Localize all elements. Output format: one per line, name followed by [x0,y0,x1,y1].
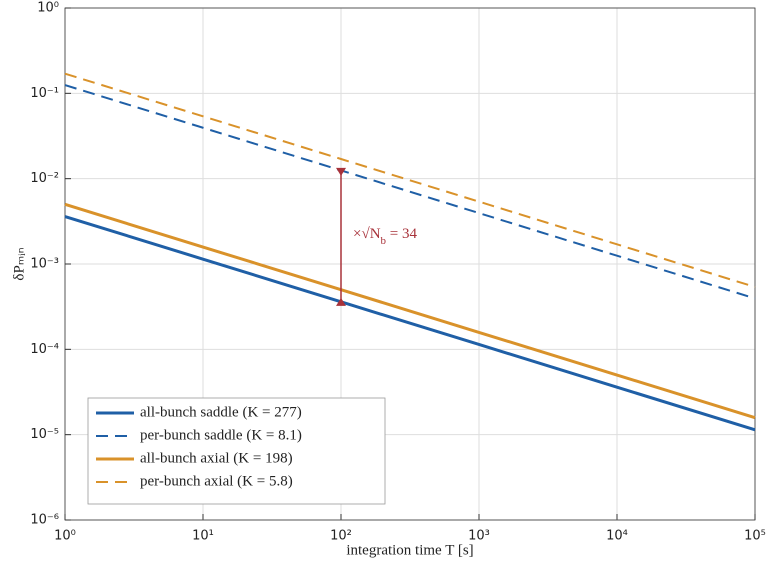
legend-label: per-bunch saddle (K = 8.1) [140,427,302,443]
x-axis-label: integration time T [s] [346,542,473,558]
y-tick-label: 10⁰ [37,1,59,16]
legend-box [87,397,386,505]
legend-label: all-bunch axial (K = 198) [140,450,293,466]
series-line [64,215,756,432]
y-tick-label: 10⁻⁵ [30,427,59,442]
y-tick-label: 10⁻⁶ [30,513,59,528]
x-tick-label: 10³ [468,529,490,544]
x-tick-label: 10⁴ [606,529,628,544]
y-tick-label: 10⁻⁴ [30,342,59,357]
annotation-label-part: b [381,234,387,246]
x-tick-label: 10¹ [192,529,214,544]
annotation-label: ×√Nb = 34 [353,226,417,246]
series-line [64,202,756,420]
annotation-marker [336,167,346,176]
y-tick-label: 10⁻¹ [30,86,59,101]
annotation-label-part: ×√N [353,226,381,242]
y-tick-label: 10⁻³ [30,257,59,272]
y-tick-label: 10⁻² [30,171,59,186]
annotation-label-part: = 34 [386,226,417,242]
y-axis-label: δPₘᵢₙ [11,247,27,280]
series-line [64,84,756,300]
legend-label: per-bunch axial (K = 5.8) [140,473,293,489]
x-tick-label: 10² [330,529,352,544]
plot-frame [64,7,756,521]
x-tick-label: 10⁵ [744,529,766,544]
annotation-marker [336,297,346,306]
legend-label: all-bunch saddle (K = 277) [140,404,302,420]
series-line [64,72,756,288]
x-tick-label: 10⁰ [54,529,76,544]
